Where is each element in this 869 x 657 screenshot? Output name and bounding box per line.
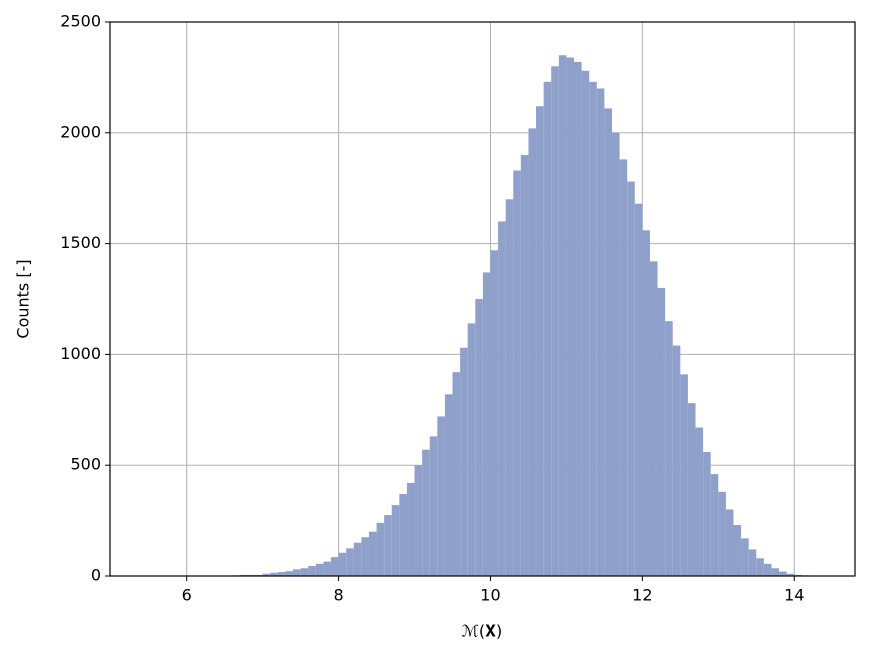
bar <box>498 221 506 576</box>
bar <box>475 299 483 576</box>
bar <box>619 159 628 576</box>
bar <box>308 566 316 576</box>
bar <box>368 531 377 576</box>
bar <box>756 558 764 576</box>
bar <box>604 108 612 576</box>
bar <box>414 465 423 576</box>
bar <box>330 557 339 576</box>
bar <box>695 427 704 576</box>
bar <box>467 323 476 576</box>
bar <box>376 522 385 576</box>
bar <box>528 128 537 577</box>
bar <box>665 321 673 576</box>
bar <box>422 449 430 576</box>
bar <box>589 81 597 576</box>
bar <box>680 374 688 576</box>
bar <box>262 573 271 576</box>
x-tick-label: 6 <box>182 586 192 605</box>
bar <box>558 55 567 577</box>
x-tick-label: 12 <box>632 586 652 605</box>
y-tick-label: 1500 <box>60 233 101 252</box>
bar <box>672 345 681 576</box>
bar <box>718 491 726 576</box>
bar <box>703 451 711 576</box>
bar <box>406 482 415 576</box>
bar <box>596 88 605 576</box>
bar <box>270 572 278 576</box>
bar <box>520 154 529 576</box>
y-tick-label: 0 <box>91 566 101 585</box>
y-tick-label: 2500 <box>60 12 101 31</box>
bar <box>574 61 582 576</box>
bar <box>399 494 407 576</box>
bar <box>353 542 362 576</box>
bar <box>763 563 772 576</box>
bar <box>642 230 650 576</box>
bar <box>384 515 392 576</box>
bar <box>748 549 757 576</box>
bar <box>566 57 575 577</box>
x-tick-label: 10 <box>480 586 500 605</box>
bar <box>581 70 590 576</box>
bar <box>460 347 468 576</box>
bar <box>293 569 301 576</box>
bar <box>649 261 658 576</box>
bar <box>315 563 324 576</box>
bar <box>725 509 734 576</box>
bar <box>277 572 286 576</box>
bar <box>505 199 514 576</box>
bar <box>482 272 491 576</box>
y-axis-label: Counts [-] <box>14 259 33 338</box>
bar <box>634 203 643 576</box>
bar <box>733 525 742 576</box>
bar <box>710 474 719 576</box>
bar <box>513 170 521 577</box>
bar <box>657 287 666 576</box>
bar <box>611 132 620 577</box>
bar <box>741 538 749 576</box>
bar <box>444 394 453 576</box>
bar <box>361 537 369 576</box>
y-tick-label: 2000 <box>60 122 101 141</box>
x-axis-label: ℳ(𝐗) <box>462 622 502 641</box>
bar <box>285 571 294 576</box>
bar <box>429 436 438 576</box>
bar <box>391 505 400 576</box>
y-tick-label: 500 <box>70 455 101 474</box>
x-tick-label: 8 <box>333 586 343 605</box>
bar <box>771 568 780 576</box>
bar <box>323 561 331 576</box>
bar <box>543 81 552 576</box>
bar <box>300 568 309 576</box>
bar <box>779 571 787 576</box>
x-tick-label: 14 <box>784 586 804 605</box>
y-tick-label: 1000 <box>60 344 101 363</box>
bar <box>346 548 354 576</box>
bar <box>452 372 461 576</box>
bar <box>437 416 445 576</box>
bar <box>786 573 795 576</box>
bar <box>490 250 499 577</box>
bar <box>627 181 635 576</box>
bar <box>536 106 544 576</box>
bar <box>551 66 559 576</box>
bar <box>338 552 347 576</box>
bar <box>687 403 696 576</box>
plot-frame <box>109 21 856 577</box>
